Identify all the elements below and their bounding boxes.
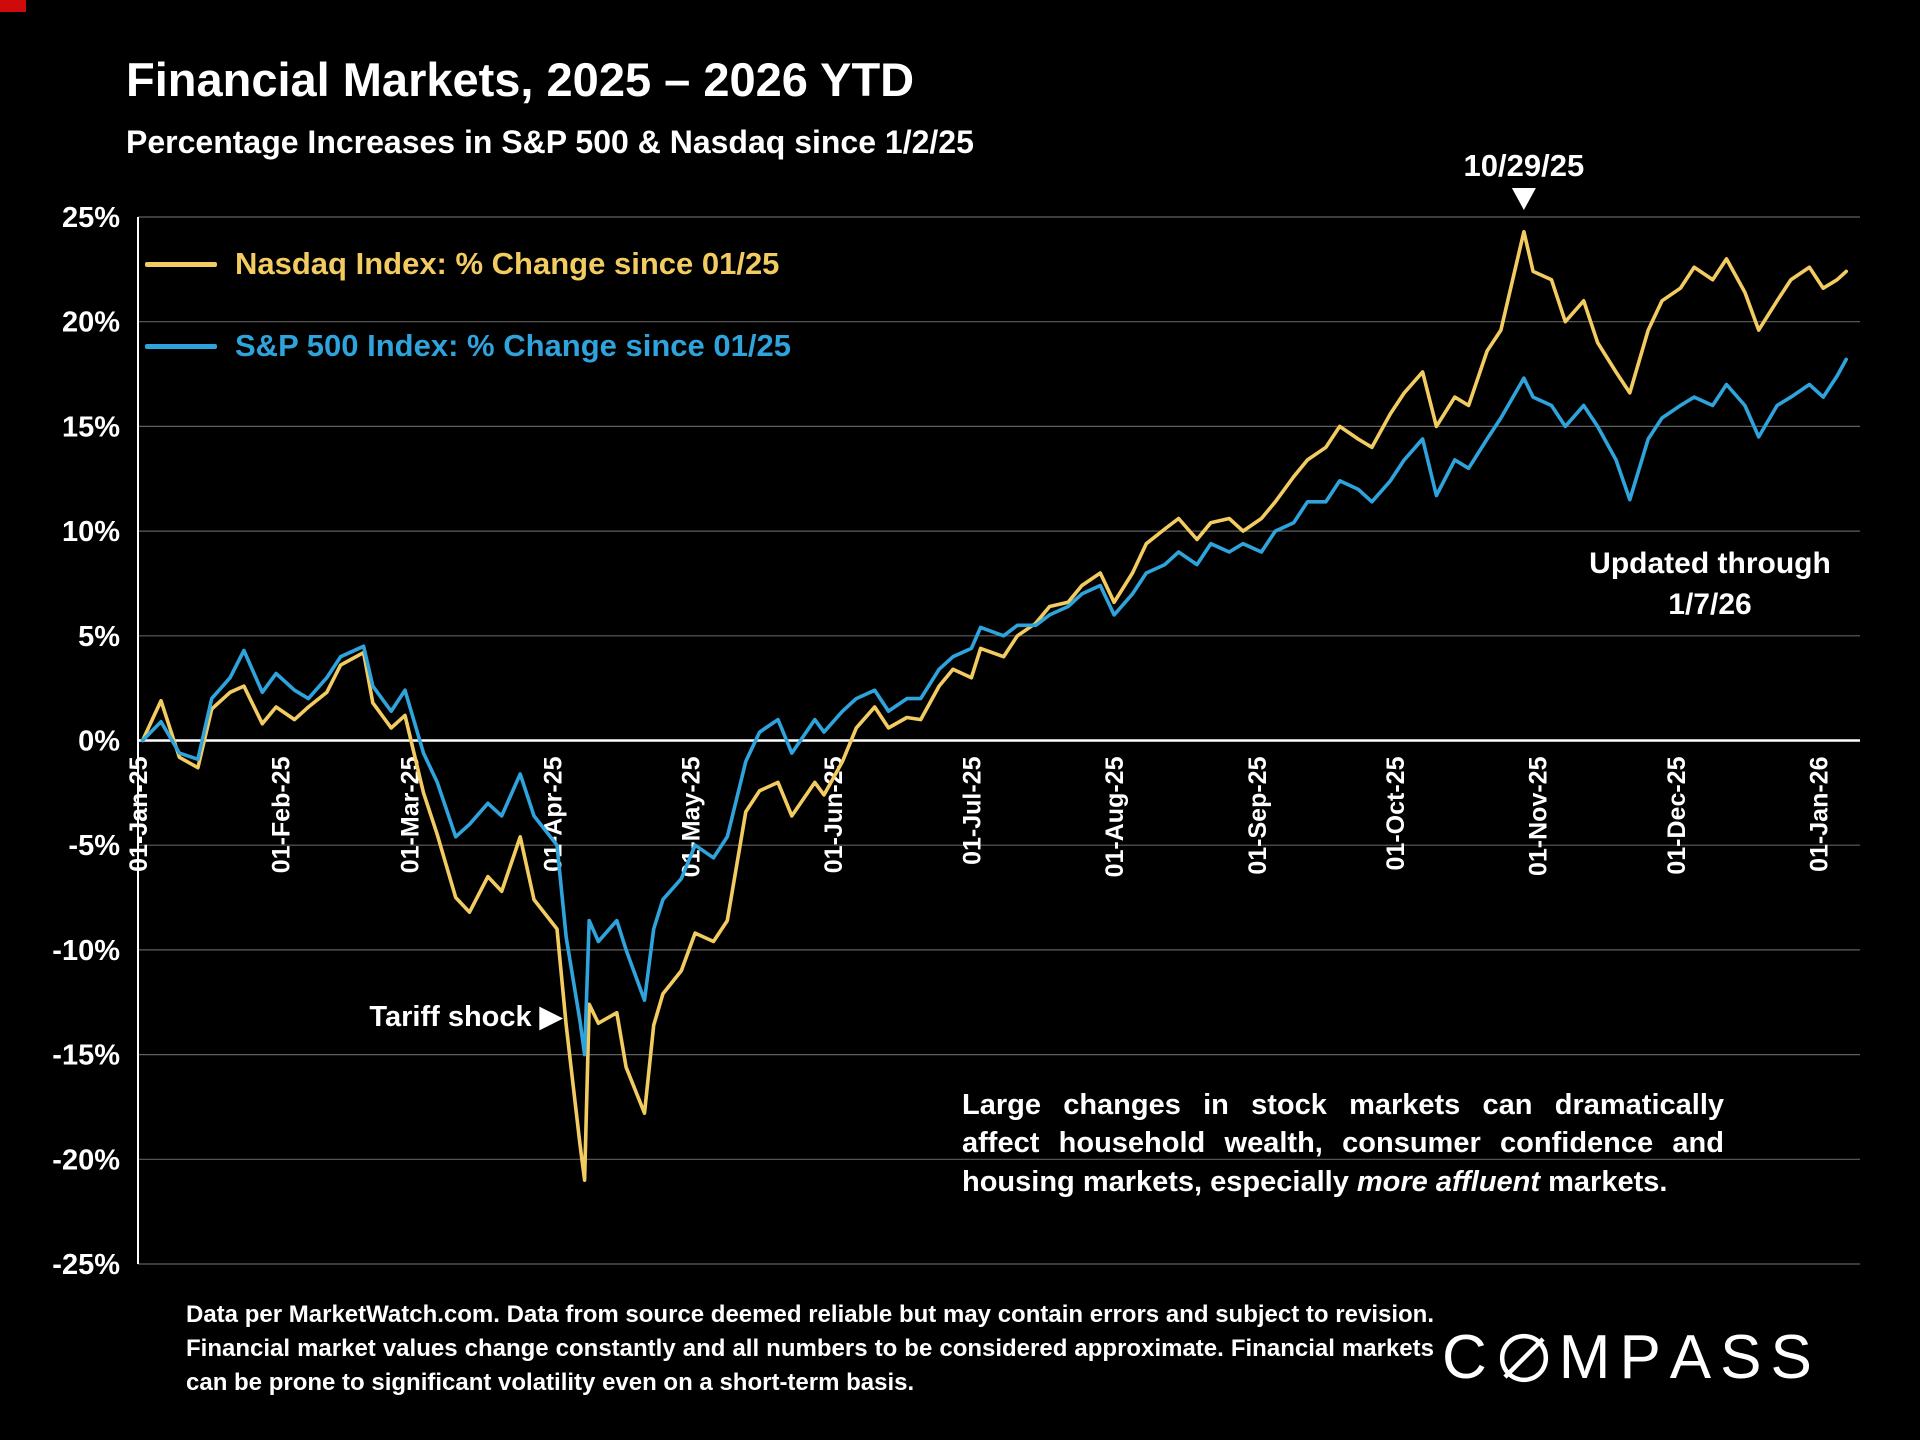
tariff-shock-annotation: Tariff shock ▶ [369, 1001, 562, 1033]
nasdaq-line-swatch [145, 261, 217, 267]
legend-item-sp500: S&P 500 Index: % Change since 01/25 [145, 328, 791, 364]
x-tick-label: 01-Feb-25 [268, 756, 296, 873]
corner-red-mark [0, 0, 26, 12]
y-tick-label: -20% [52, 1144, 120, 1176]
x-tick-label: 01-Nov-25 [1525, 756, 1553, 876]
sp500-series-line [140, 357, 1848, 1057]
peak-marker-icon [1511, 188, 1536, 210]
logo-letter: S [1720, 1323, 1764, 1392]
y-tick-label: 0% [78, 726, 120, 758]
chart-title: Financial Markets, 2025 – 2026 YTD [126, 53, 915, 106]
callout-emphasis: more affluent [1356, 1165, 1541, 1198]
logo-letter: A [1669, 1323, 1714, 1392]
data-disclaimer: Data per MarketWatch.com. Data from sour… [186, 1301, 1434, 1397]
sp500-line-swatch [145, 343, 217, 349]
logo-letter: S [1770, 1323, 1814, 1392]
x-tick-label: 01-Jul-25 [958, 756, 986, 864]
callout-text-start: Large changes in stock markets can drama… [962, 1089, 1724, 1198]
chart-legend: Nasdaq Index: % Change since 01/25 S&P 5… [145, 246, 791, 364]
updated-line1: Updated through [1589, 547, 1831, 580]
y-tick-label: -15% [52, 1040, 120, 1072]
x-tick-label: 01-Apr-25 [539, 756, 567, 871]
y-tick-label: 20% [62, 307, 120, 339]
x-tick-label: 01-May-25 [678, 756, 706, 877]
legend-item-nasdaq: Nasdaq Index: % Change since 01/25 [145, 246, 791, 282]
y-tick-label: 25% [62, 202, 120, 234]
y-tick-label: -10% [52, 935, 120, 967]
market-impact-callout: Large changes in stock markets can drama… [962, 1086, 1724, 1201]
peak-date-label: 10/29/25 [1464, 148, 1585, 183]
callout-text-end: markets. [1540, 1165, 1668, 1198]
updated-through-note: Updated through 1/7/26 [1545, 544, 1875, 625]
logo-letter: M [1558, 1323, 1613, 1392]
y-tick-label: -5% [68, 830, 120, 862]
x-tick-label: 01-Aug-25 [1101, 756, 1129, 877]
x-tick-label: 01-Jan-26 [1806, 757, 1834, 872]
y-tick-label: 10% [62, 516, 120, 548]
nasdaq-series-line [140, 229, 1848, 1182]
logo-letter: P [1619, 1323, 1663, 1392]
chart-subtitle: Percentage Increases in S&P 500 & Nasdaq… [126, 124, 974, 160]
y-tick-label: 15% [62, 411, 120, 443]
x-tick-label: 01-Dec-25 [1663, 756, 1691, 874]
x-tick-label: 01-Oct-25 [1382, 756, 1410, 870]
logo-letter: C [1442, 1323, 1489, 1392]
y-tick-label: -25% [52, 1249, 120, 1281]
compass-o-icon [1496, 1330, 1552, 1386]
legend-label-nasdaq: Nasdaq Index: % Change since 01/25 [235, 246, 780, 281]
legend-label-sp500: S&P 500 Index: % Change since 01/25 [235, 328, 791, 363]
x-tick-label: 01-Sep-25 [1244, 756, 1272, 874]
y-tick-label: 5% [78, 621, 120, 653]
updated-line2: 1/7/26 [1668, 587, 1752, 621]
x-tick-label: 01-Jan-25 [125, 756, 153, 871]
